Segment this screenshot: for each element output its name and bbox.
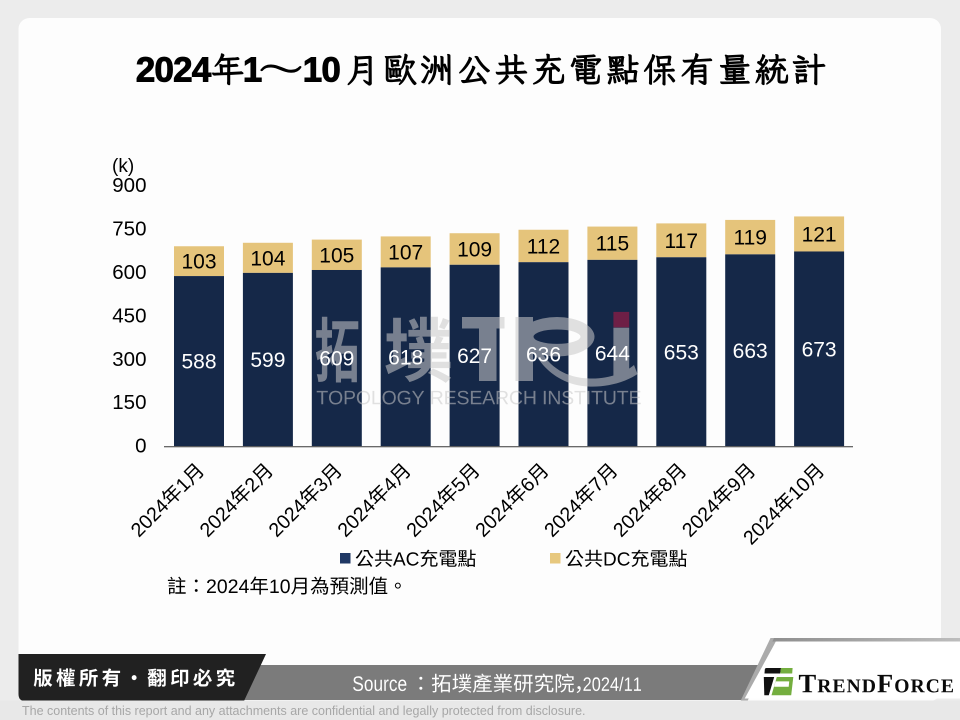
svg-text:109: 109 bbox=[457, 239, 492, 262]
svg-text:609: 609 bbox=[319, 348, 354, 371]
svg-text:The contents of this report an: The contents of this report and any atta… bbox=[22, 704, 586, 718]
svg-text:112: 112 bbox=[527, 236, 560, 259]
svg-text:673: 673 bbox=[802, 338, 837, 361]
svg-text:750: 750 bbox=[112, 218, 146, 241]
svg-text:105: 105 bbox=[319, 244, 354, 267]
svg-text:618: 618 bbox=[388, 346, 423, 369]
svg-text:0: 0 bbox=[135, 435, 146, 458]
svg-text:636: 636 bbox=[526, 344, 561, 367]
svg-text:588: 588 bbox=[181, 351, 216, 374]
svg-text:627: 627 bbox=[457, 345, 492, 368]
svg-text:117: 117 bbox=[665, 230, 698, 253]
svg-text:600: 600 bbox=[112, 261, 146, 284]
svg-text:119: 119 bbox=[733, 227, 766, 250]
svg-text:104: 104 bbox=[250, 247, 285, 270]
svg-text:450: 450 bbox=[112, 304, 146, 327]
svg-text:115: 115 bbox=[596, 233, 629, 256]
svg-text:599: 599 bbox=[250, 349, 285, 372]
svg-text:150: 150 bbox=[112, 391, 146, 414]
svg-text:644: 644 bbox=[595, 343, 630, 366]
svg-text:663: 663 bbox=[733, 340, 768, 363]
svg-text:900: 900 bbox=[112, 174, 146, 197]
svg-text:300: 300 bbox=[112, 348, 146, 371]
svg-text:(k): (k) bbox=[112, 156, 134, 177]
svg-text:653: 653 bbox=[664, 341, 699, 364]
svg-text:107: 107 bbox=[388, 241, 423, 264]
svg-text:103: 103 bbox=[181, 251, 216, 274]
svg-text:121: 121 bbox=[802, 224, 837, 247]
